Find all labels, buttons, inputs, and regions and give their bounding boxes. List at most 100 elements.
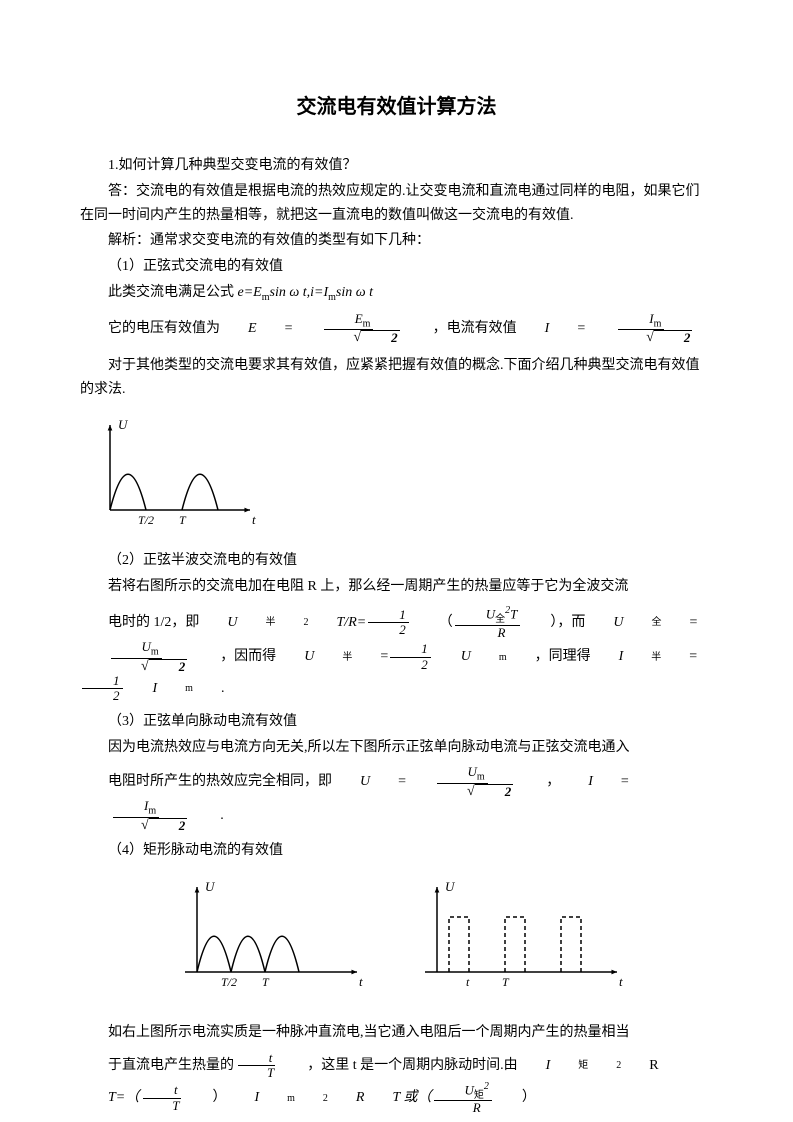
section-3-title: （3）正弦单向脉动电流有效值 [80, 710, 713, 734]
s1-current-lead: ，电流有效值 [405, 317, 517, 341]
s3-c: ， [518, 770, 560, 794]
s2-h: = [352, 645, 388, 669]
answer-lead: 答：交流电的有效值是根据电流的热效应规定的.让交变电流和直流电通过同样的电阻，如… [80, 180, 713, 228]
u-half2: U [276, 645, 314, 669]
svg-text:T: T [502, 975, 510, 989]
question-1: 1.如何计算几种典型交变电流的有效值？ [80, 154, 713, 178]
svg-text:U: U [118, 417, 129, 432]
sub-half2: 半 [314, 649, 352, 666]
sub-full1: 全 [495, 614, 505, 625]
frac-Im-sqrt2: Im 2 [587, 312, 695, 346]
Im2RT: I [226, 1086, 259, 1110]
section-1-title: （1）正弦式交流电的有效值 [80, 255, 713, 279]
U-s3: U [332, 770, 370, 794]
u-half: U [199, 611, 237, 635]
frac-Ufull2T-R: U全2T R [455, 605, 521, 640]
s4-e: T=（ [80, 1086, 139, 1110]
s4-c: ，这里 t 是一个周期内脉动时间.由 [279, 1054, 517, 1078]
chart-fullwave: UtT/2T [167, 877, 367, 1007]
rad-2e: 2 [149, 818, 188, 833]
section-3-formula: 电阻时所产生的热效应完全相同，即 U= Um 2 ， I= Im 2 . [80, 765, 713, 833]
s2-c: T/R= [309, 611, 367, 635]
frac-Um-sqrt2: Um 2 [82, 640, 190, 674]
svg-text:t: t [466, 975, 470, 989]
other-types: 对于其他类型的交流电要求其有效值，应紧紧把握有效值的概念.下面介绍几种典型交流电… [80, 354, 713, 402]
frac-t-T-a: tT [236, 1051, 277, 1081]
s1-formula-lead: 此类交流电满足公式 [108, 285, 238, 300]
s2-j: = [661, 645, 697, 669]
s1-e: e=E [238, 285, 262, 300]
sub-half1: 半 [238, 614, 276, 631]
s3-b: 电阻时所产生的热效应完全相同，即 [80, 770, 332, 794]
figure-row: UtT/2T UttT [80, 877, 713, 1007]
sup2a: 2 [276, 614, 309, 631]
sub-m9: m [148, 806, 156, 817]
s2-f: = [661, 611, 697, 635]
sub-m10: m [259, 1090, 295, 1107]
s1-voltage-lead: 它的电压有效值为 [80, 317, 220, 341]
section-1-values: 它的电压有效值为 E = Em 2 ，电流有效值 I = Im 2 [80, 312, 713, 346]
frac-Em-sqrt2: Em 2 [294, 312, 402, 346]
frac-t-T-b: tT [141, 1083, 182, 1113]
s2-b: 电时的 1/2，即 [80, 611, 199, 635]
section-4-formula: 于直流电产生热量的 tT ，这里 t 是一个周期内脉动时间.由 I矩2 R T=… [80, 1051, 713, 1116]
s1-e3: sin ω t [336, 285, 373, 300]
frac-1-2b: 12 [390, 642, 431, 672]
sub-m4: m [654, 318, 662, 329]
sub-m6: m [471, 649, 507, 666]
I-var: I [517, 317, 550, 341]
eq2: = [549, 317, 585, 341]
s4-b: 于直流电产生热量的 [80, 1054, 234, 1078]
s4-d: R [621, 1054, 658, 1078]
section-3-body-a: 因为电流热效应与电流方向无关,所以左下图所示正弦单向脉动电流与正弦交流电通入 [80, 736, 713, 760]
analysis-lead: 解析：通常求交变电流的有效值的类型有如下几种： [80, 229, 713, 253]
svg-text:T/2: T/2 [138, 513, 154, 527]
frac-Um-sqrt2b: Um 2 [408, 765, 516, 799]
chart-rectpulse: Ut t T [407, 877, 627, 1007]
rad-2b: 2 [654, 330, 693, 345]
sub-m2: m [328, 292, 336, 303]
section-2-formula: 电时的 1/2，即 U半2 T/R= 12 （ U全2T R ），而 U全 = … [80, 605, 713, 704]
i-half: I [591, 645, 624, 669]
frac-1-2c: 12 [82, 674, 123, 704]
s2-d: （ [411, 611, 453, 635]
frac-Uju2-R: U矩2 R [434, 1081, 492, 1116]
sub-m5: m [151, 647, 159, 658]
Im-txt: I [125, 677, 158, 701]
u-full: U [585, 611, 623, 635]
s4-g: T 或（ [364, 1086, 431, 1110]
s2-i: ，同理得 [507, 645, 591, 669]
sub-ju2: 矩 [474, 1089, 484, 1100]
sub-half3: 半 [623, 649, 661, 666]
frac-1-2a: 12 [368, 608, 409, 638]
svg-text:t: t [359, 974, 363, 989]
sub-ju1: 矩 [550, 1057, 588, 1074]
Um-txt: U [433, 645, 471, 669]
rad-2c: 2 [149, 659, 188, 674]
svg-text:t: t [252, 512, 256, 527]
svg-text:U: U [445, 879, 456, 894]
section-2-body-a: 若将右图所示的交流电加在电阻 R 上，那么经一周期产生的热量应等于它为全波交流 [80, 575, 713, 599]
frac-Im-sqrt2b: Im 2 [82, 799, 190, 833]
page-title: 交流电有效值计算方法 [80, 90, 713, 124]
s2-e: ），而 [522, 611, 585, 635]
I-s3: I [560, 770, 593, 794]
I-ju: I [518, 1054, 551, 1078]
sub-m3: m [363, 318, 371, 329]
sub-m8: m [477, 772, 485, 783]
svg-text:T: T [179, 513, 187, 527]
s2-g: ，因而得 [192, 645, 276, 669]
chart-halfwave: Ut T/2 T [80, 415, 260, 535]
section-4-body-a: 如右上图所示电流实质是一种脉冲直流电,当它通入电阻后一个周期内产生的热量相当 [80, 1021, 713, 1045]
rad-2a: 2 [361, 330, 400, 345]
figure-1: Ut T/2 T [80, 415, 713, 535]
svg-text:t: t [619, 974, 623, 989]
section-1-formula: 此类交流电满足公式 e=Emsin ω t,i=Imsin ω t [80, 281, 713, 306]
s1-e2: sin ω t,i=I [270, 285, 329, 300]
s4-h: ） [494, 1086, 536, 1110]
rad-2d: 2 [475, 784, 514, 799]
svg-text:T: T [262, 975, 270, 989]
section-2-title: （2）正弦半波交流电的有效值 [80, 549, 713, 573]
sub-m7: m [157, 680, 193, 697]
sub-full2: 全 [623, 614, 661, 631]
